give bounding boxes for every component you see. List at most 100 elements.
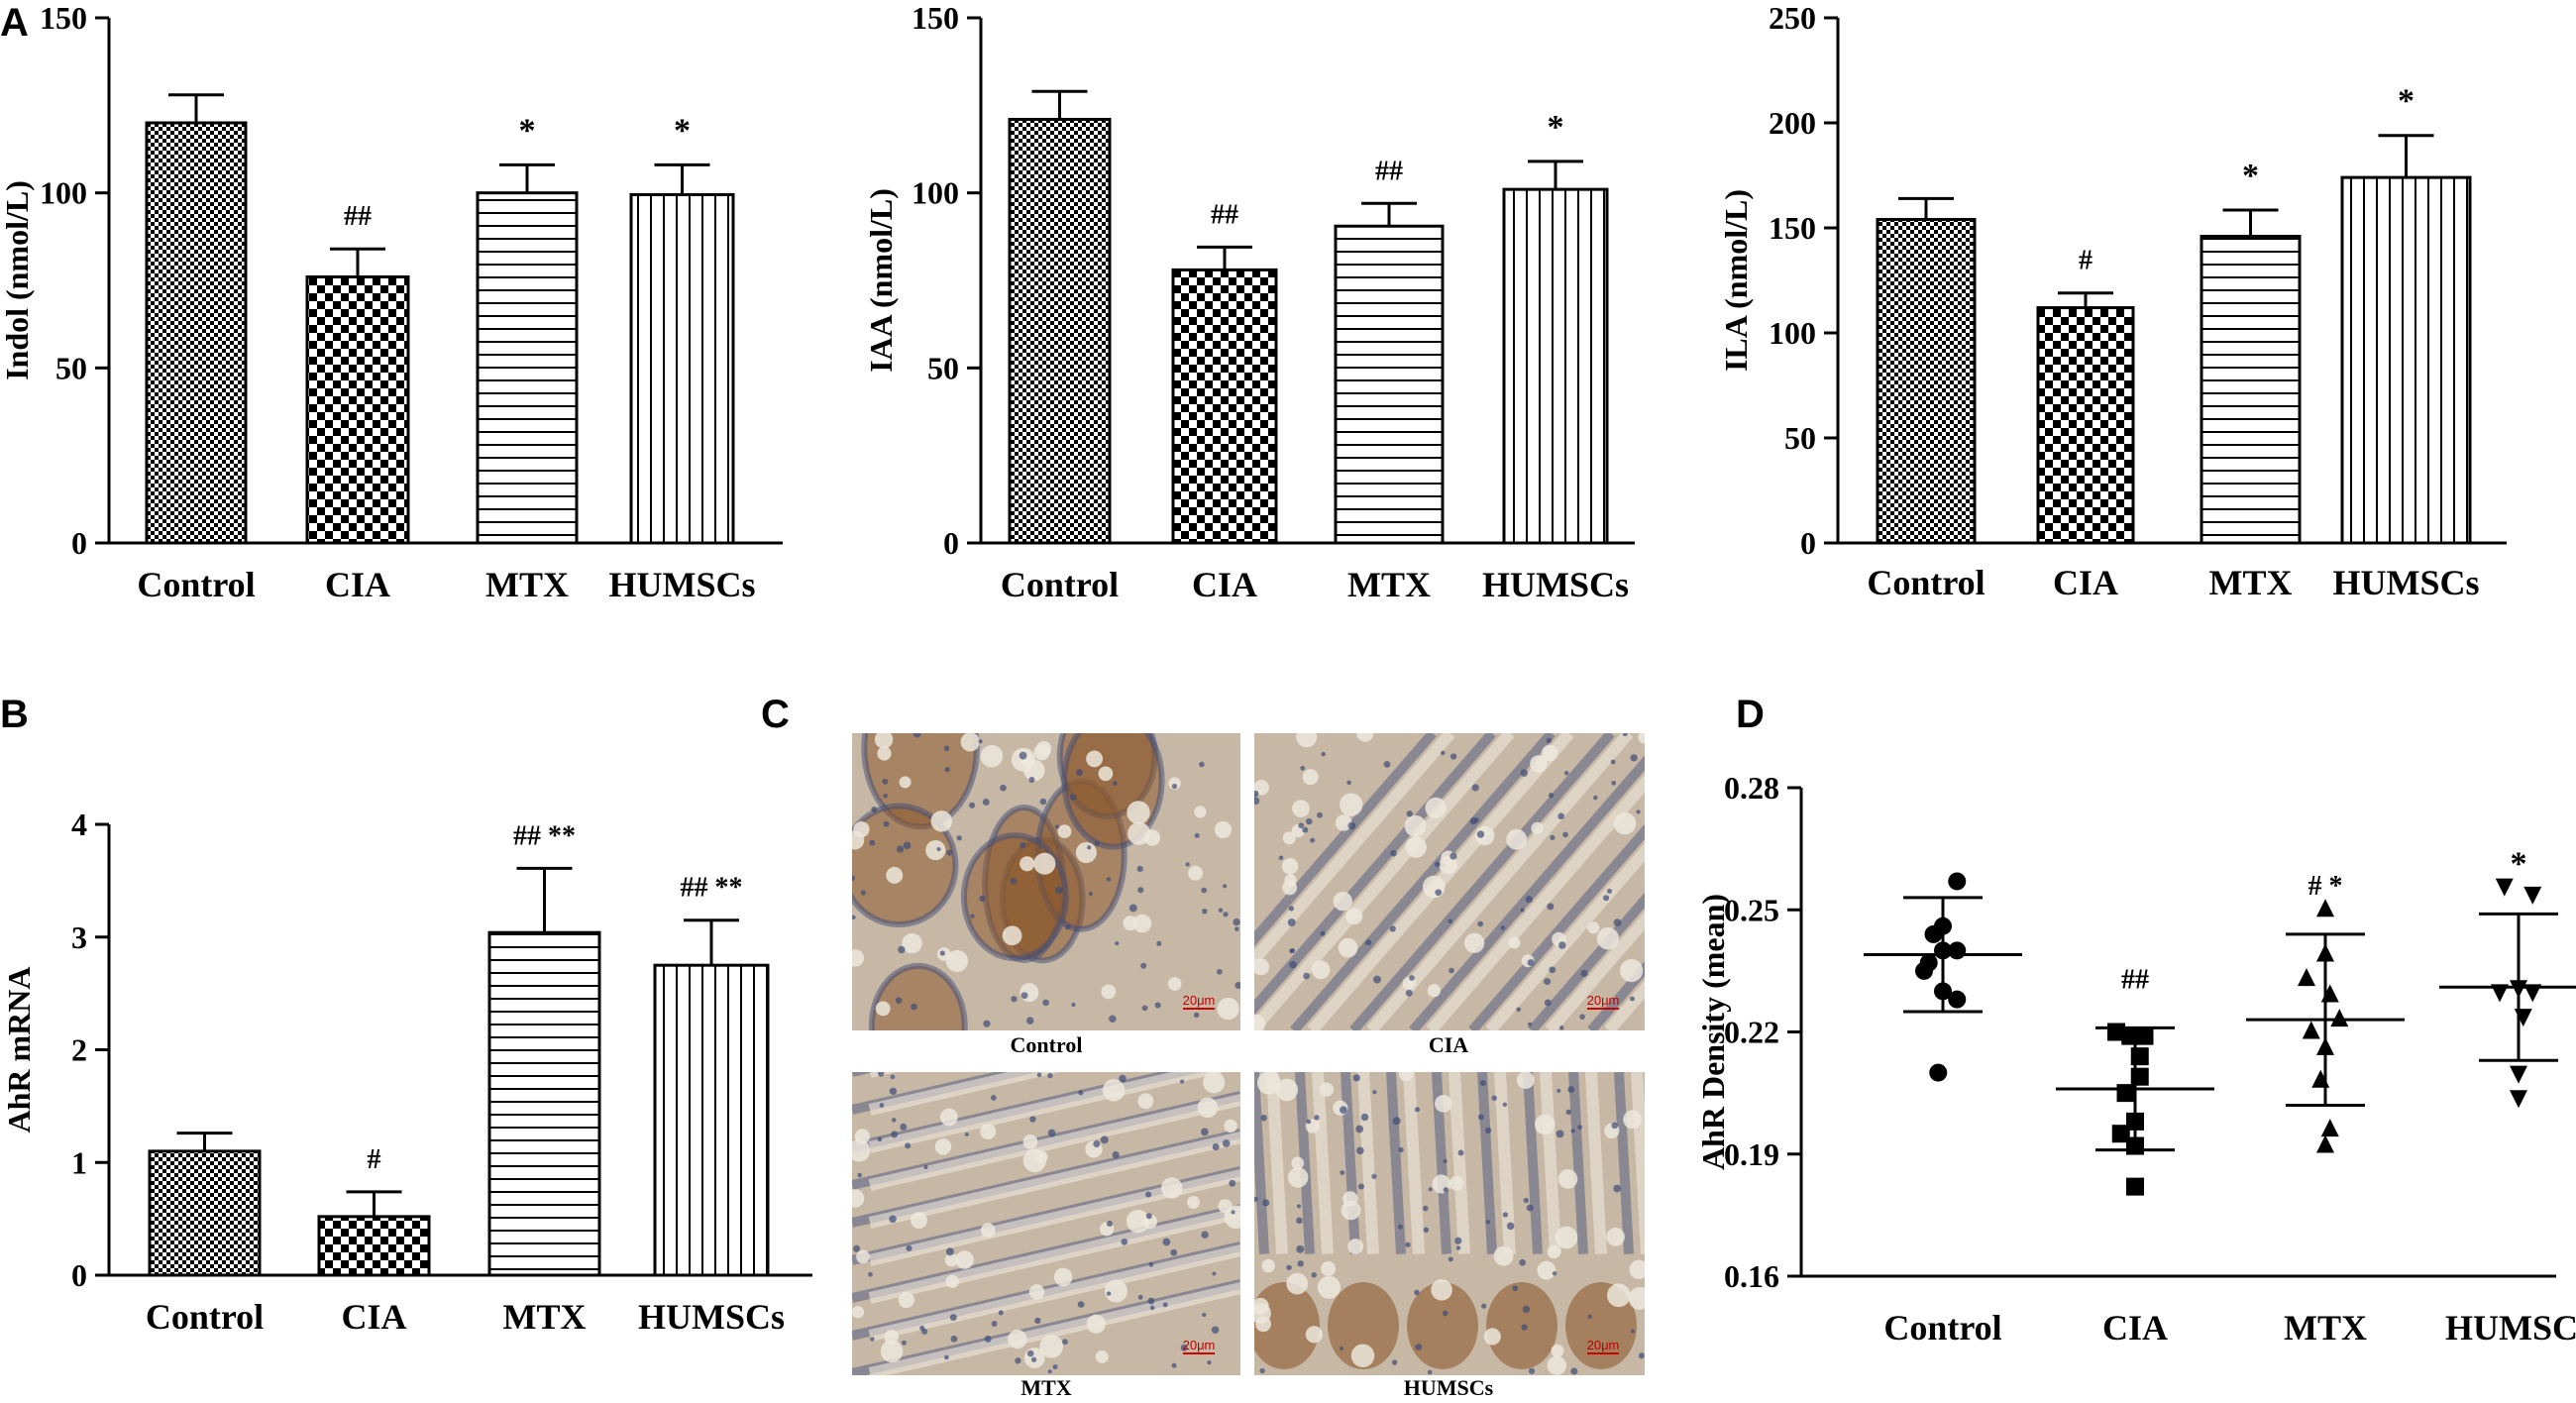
panel-letter-d: D [1736, 693, 1765, 736]
goblet-cell [1022, 1134, 1038, 1149]
goblet-cell [1023, 759, 1045, 782]
tissue-band [1468, 823, 1645, 1030]
y-tick-label: 150 [912, 0, 959, 36]
micrograph-image [1254, 1072, 1645, 1375]
nucleus [1593, 795, 1598, 801]
bar-control [1876, 218, 1977, 545]
goblet-cell [940, 1108, 958, 1127]
nucleus [978, 739, 983, 744]
goblet-cell [880, 1340, 904, 1363]
goblet-cell [1317, 1275, 1341, 1299]
goblet-cell [1104, 1279, 1127, 1303]
goblet-cell [1161, 1177, 1183, 1199]
x-tick-label: MTX [1347, 565, 1431, 604]
ahr-density-scatter-chart: 0.16 0.19 0.22 0.25 0.28 AhR Density (mean) Co… [1695, 770, 2576, 1348]
tissue-lumen [1357, 1072, 1379, 1254]
goblet-cell [886, 866, 904, 884]
nucleus [1428, 1187, 1433, 1192]
nucleus [1054, 886, 1063, 895]
goblet-cell [1427, 984, 1442, 998]
goblet-cell [877, 746, 892, 761]
nucleus [1570, 1129, 1575, 1133]
goblet-cell [945, 949, 969, 973]
y-tick-label: 0.16 [1724, 1258, 1779, 1294]
nucleus [1154, 1002, 1161, 1009]
goblet-cell [1425, 797, 1447, 819]
nucleus [1217, 968, 1223, 975]
nucleus [1314, 1115, 1320, 1121]
nucleus [1303, 972, 1310, 980]
nucleus [1502, 1212, 1509, 1218]
nucleus [1485, 1127, 1492, 1134]
x-tick-label: CIA [2053, 563, 2118, 602]
tissue-band [1254, 733, 1496, 1016]
tissue-lumen [1485, 842, 1645, 1030]
nucleus [1218, 908, 1224, 913]
panel-letter-b: B [0, 693, 29, 736]
nucleus [1305, 817, 1313, 825]
nucleus [1629, 996, 1635, 1002]
significance-label: # [368, 1144, 381, 1175]
nucleus [1201, 887, 1208, 894]
nucleus [1036, 1072, 1042, 1078]
goblet-cell [1203, 1072, 1226, 1094]
bar-humscs [653, 963, 770, 1277]
nucleus [1442, 1310, 1449, 1317]
tissue-band [1614, 1072, 1634, 1254]
nucleus [1636, 809, 1641, 814]
nucleus [1613, 918, 1622, 927]
nucleus [1287, 918, 1296, 927]
goblet-cell [852, 1306, 865, 1319]
nucleus [1405, 1241, 1411, 1247]
nucleus [936, 846, 941, 852]
nucleus [891, 1131, 899, 1138]
nucleus [1194, 832, 1200, 838]
bar-humscs [2340, 175, 2472, 545]
y-tick-label: 50 [927, 350, 959, 385]
data-point [2302, 1021, 2320, 1039]
data-point [2316, 943, 2334, 962]
y-tick-label: 100 [912, 175, 959, 211]
nucleus [1106, 1291, 1112, 1296]
goblet-cell [1557, 1169, 1578, 1189]
goblet-cell [1620, 959, 1644, 983]
nucleus [1180, 1079, 1185, 1084]
nucleus [1427, 1369, 1433, 1375]
nucleus [1448, 1256, 1453, 1262]
significance-label: * [2242, 158, 2259, 194]
tissue-lumen [1449, 1072, 1470, 1254]
goblet-cell [1547, 1244, 1561, 1259]
goblet-cell [1516, 1072, 1535, 1090]
nucleus [1254, 790, 1259, 798]
micrograph-cia: 20μm [1254, 733, 1645, 1030]
nucleus [1414, 1289, 1420, 1296]
micrograph-caption: MTX [1020, 1375, 1071, 1400]
goblet-cell [944, 1252, 959, 1267]
nucleus [869, 839, 876, 846]
nucleus [1556, 1088, 1561, 1093]
nucleus [1311, 1272, 1318, 1278]
goblet-cell [852, 1189, 865, 1208]
bar-humscs [1502, 187, 1609, 545]
y-axis-label: AhR mRNA [1, 967, 37, 1133]
nucleus [1372, 1090, 1377, 1095]
goblet-cell [1506, 828, 1528, 850]
goblet-cell [899, 776, 912, 789]
goblet-cell [1132, 914, 1152, 933]
goblet-cell [1449, 1176, 1464, 1191]
nucleus [1563, 771, 1569, 776]
nucleus [1259, 1367, 1265, 1374]
x-tick-label: MTX [2209, 563, 2293, 602]
nucleus [883, 820, 890, 827]
nucleus [1140, 962, 1147, 969]
nucleus [912, 733, 921, 738]
nucleus [1223, 912, 1229, 917]
tissue-band [1523, 1072, 1543, 1254]
goblet-cell [1287, 1167, 1309, 1188]
data-point [2126, 1177, 2144, 1196]
nucleus [1047, 1129, 1056, 1137]
tissue-lumen [868, 1281, 1240, 1375]
goblet-cell [1086, 1314, 1106, 1334]
nucleus [1392, 1117, 1401, 1126]
goblet-cell [1137, 1093, 1154, 1110]
